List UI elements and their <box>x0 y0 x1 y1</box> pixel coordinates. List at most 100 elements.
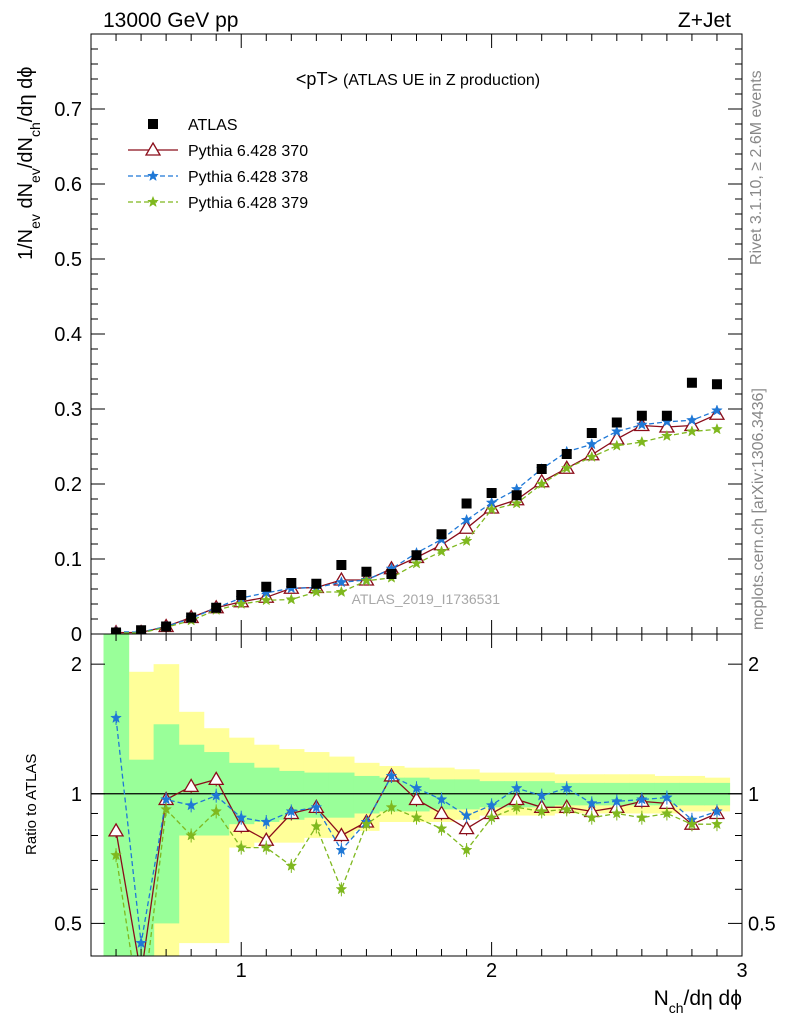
ratio-point <box>435 822 448 834</box>
ratio-point <box>458 820 475 835</box>
series-point <box>435 545 448 557</box>
tick-label: 0.5 <box>748 913 776 935</box>
data-point <box>211 602 222 613</box>
data-point <box>561 449 572 459</box>
band-inner <box>153 724 180 924</box>
ratio-point <box>535 789 548 801</box>
legend: ATLAS Pythia 6.428 370 Pythia 6.428 378 Pyt… <box>128 117 308 212</box>
ratio-point <box>260 841 273 853</box>
series-point <box>686 425 698 437</box>
data-point <box>511 490 522 501</box>
uncertainty-bands <box>103 634 731 956</box>
series-point <box>711 423 723 435</box>
ratio-point <box>385 801 398 813</box>
axis-ticks <box>90 33 743 956</box>
data-point <box>311 578 322 589</box>
ratio-point <box>686 817 698 830</box>
ratio-point <box>635 793 648 805</box>
data-point <box>236 590 247 600</box>
legend-marker <box>144 141 162 156</box>
legend-marker <box>148 119 158 129</box>
tick-label: 2 <box>486 960 497 982</box>
ratio-point <box>110 711 122 723</box>
tick-label: 1 <box>236 960 247 982</box>
series-point <box>708 405 726 420</box>
ratio-point <box>333 827 350 842</box>
band-inner <box>103 634 130 956</box>
legend-label: Pythia 6.428 370 <box>188 143 308 160</box>
ratio-point <box>135 936 147 949</box>
series-point <box>410 557 423 569</box>
ratio-point <box>510 801 523 813</box>
ratio-point <box>160 793 173 805</box>
ratio-point <box>585 811 598 823</box>
top-panel-series <box>110 377 726 634</box>
ratio-point <box>560 803 573 815</box>
series-point <box>235 597 248 610</box>
ratio-point <box>435 793 448 805</box>
band-inner <box>128 759 155 956</box>
ratio-point <box>585 797 598 809</box>
series-point <box>535 477 548 490</box>
ratio-point <box>660 807 673 819</box>
ratio-point <box>610 807 623 819</box>
series-point <box>635 418 648 430</box>
data-point <box>261 581 272 592</box>
ratio-point <box>510 782 523 794</box>
ratio-point <box>233 818 250 833</box>
data-point <box>286 578 297 588</box>
ratio-point <box>335 843 348 856</box>
legend-label: ATLAS <box>188 117 238 134</box>
series-point <box>686 414 698 426</box>
band-inner <box>328 772 355 818</box>
series-point <box>310 585 323 598</box>
ratio-point <box>660 791 673 803</box>
ratio-point <box>210 805 223 817</box>
ratio-point <box>210 789 223 801</box>
series-point <box>610 425 623 437</box>
ratio-point <box>360 817 373 830</box>
ratio-point <box>107 822 125 837</box>
band-inner <box>353 775 380 814</box>
data-point <box>361 566 372 577</box>
series-point <box>458 519 475 534</box>
data-point <box>386 569 397 579</box>
ratio-point <box>134 968 148 980</box>
data-point <box>461 498 472 509</box>
tick-label: 0.5 <box>54 913 82 935</box>
tick-label: 0 <box>71 624 82 646</box>
series-point <box>510 497 523 509</box>
series-point <box>460 513 473 526</box>
legend-marker <box>147 169 159 182</box>
side-label-top: Rivet 3.1.10, ≥ 2.6M events <box>748 70 765 265</box>
ratio-point <box>285 805 298 817</box>
tick-labels: 1 2 3 0 0.1 0.2 0.3 0.4 0.5 0.6 0.7 0.5 0.5 1 1 2 2 <box>54 99 776 982</box>
plot-title: <pT> (ATLAS UE in Z production) <box>296 69 540 89</box>
tick-label: 0.4 <box>54 324 82 346</box>
ratio-point <box>310 801 323 813</box>
legend-label: Pythia 6.428 378 <box>188 169 308 186</box>
series-point <box>460 534 473 547</box>
ratio-point <box>535 805 548 817</box>
series-point <box>635 435 648 448</box>
ratio-point <box>335 883 348 895</box>
data-point <box>436 529 447 540</box>
tick-label: 0.1 <box>54 549 82 571</box>
band-inner <box>253 767 280 822</box>
ratio-point <box>711 805 723 817</box>
ratio-point <box>610 795 623 807</box>
tick-label: 2 <box>748 654 759 676</box>
ratio-point <box>136 1013 146 1023</box>
ratio-point <box>410 782 423 794</box>
series-point <box>335 585 348 598</box>
legend-marker <box>147 195 159 208</box>
data-point <box>186 612 197 623</box>
tick-label: 0.6 <box>54 174 82 196</box>
ratio-point <box>235 841 248 853</box>
data-point <box>161 621 172 632</box>
series-point <box>335 576 348 588</box>
series-point <box>260 594 273 606</box>
ratio-point <box>235 811 248 823</box>
ratio-point <box>385 769 398 781</box>
